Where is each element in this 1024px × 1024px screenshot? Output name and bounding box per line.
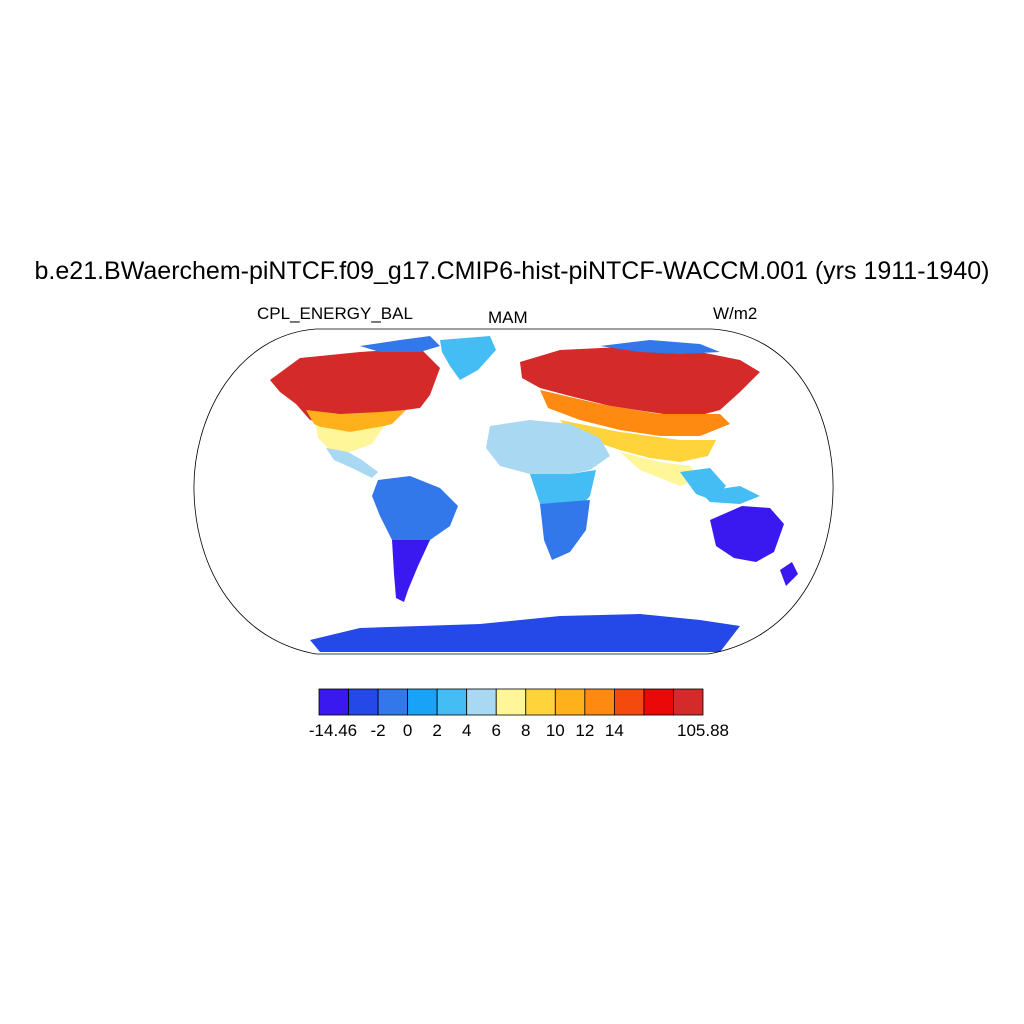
colorbar-swatch	[436, 688, 468, 716]
colorbar-swatch	[377, 688, 409, 716]
colorbar-tick-label: 2	[432, 721, 442, 740]
north-america-land	[270, 348, 440, 424]
north-america-warm-band	[306, 410, 406, 432]
canada-arctic-islands	[360, 336, 440, 352]
africa-south	[540, 500, 590, 560]
colorbar-swatch	[673, 688, 704, 716]
colorbar-tick-label: -14.46	[308, 721, 358, 740]
eurasia-warm-band	[540, 390, 730, 436]
land-fields	[270, 336, 798, 652]
south-america-north	[372, 476, 458, 550]
colorbar-tick-label: 105.88	[677, 721, 729, 740]
south-asia	[620, 452, 700, 486]
colorbar-swatch	[525, 688, 556, 716]
eurasia-arctic-coast	[600, 340, 720, 354]
colorbar-swatch	[466, 688, 497, 716]
colorbar-tick-label: 12	[575, 721, 595, 740]
colorbar-tick-label: 4	[461, 721, 472, 740]
colorbar-swatch	[318, 688, 349, 716]
eurasia-hot-core	[520, 346, 760, 418]
colorbar-swatch	[643, 688, 674, 716]
australia	[710, 506, 784, 562]
colorbar-tick-label: -2	[370, 721, 386, 740]
units-label: W/m2	[713, 304, 758, 323]
colorbar-tick-label: 10	[545, 721, 565, 740]
map-outline	[193, 328, 834, 655]
colorbar-tick-label: 6	[491, 721, 501, 740]
south-america-south	[392, 540, 430, 602]
antarctica	[310, 614, 740, 652]
variable-label: CPL_ENERGY_BAL	[257, 304, 413, 323]
indonesia	[700, 486, 760, 504]
new-zealand	[780, 562, 798, 586]
colorbar-swatch	[613, 688, 645, 716]
greenland	[440, 336, 496, 380]
season-label: MAM	[488, 308, 528, 327]
colorbar-tick-label: 14	[604, 721, 624, 740]
colorbar-swatch	[584, 688, 615, 716]
colorbar-swatch	[495, 688, 527, 716]
colorbar-swatch	[407, 688, 438, 716]
central-america	[326, 448, 378, 478]
africa-north	[486, 420, 610, 476]
colorbar	[318, 688, 704, 716]
colorbar-tick-label: 8	[521, 721, 531, 740]
eurasia-mild-band	[560, 420, 716, 462]
colorbar-swatch	[554, 688, 586, 716]
plot-title: b.e21.BWaerchem-piNTCF.f09_g17.CMIP6-his…	[34, 257, 990, 285]
colorbar-tick-label: 0	[402, 721, 413, 740]
north-america-mid-band	[316, 426, 384, 452]
colorbar-swatch	[348, 688, 379, 716]
